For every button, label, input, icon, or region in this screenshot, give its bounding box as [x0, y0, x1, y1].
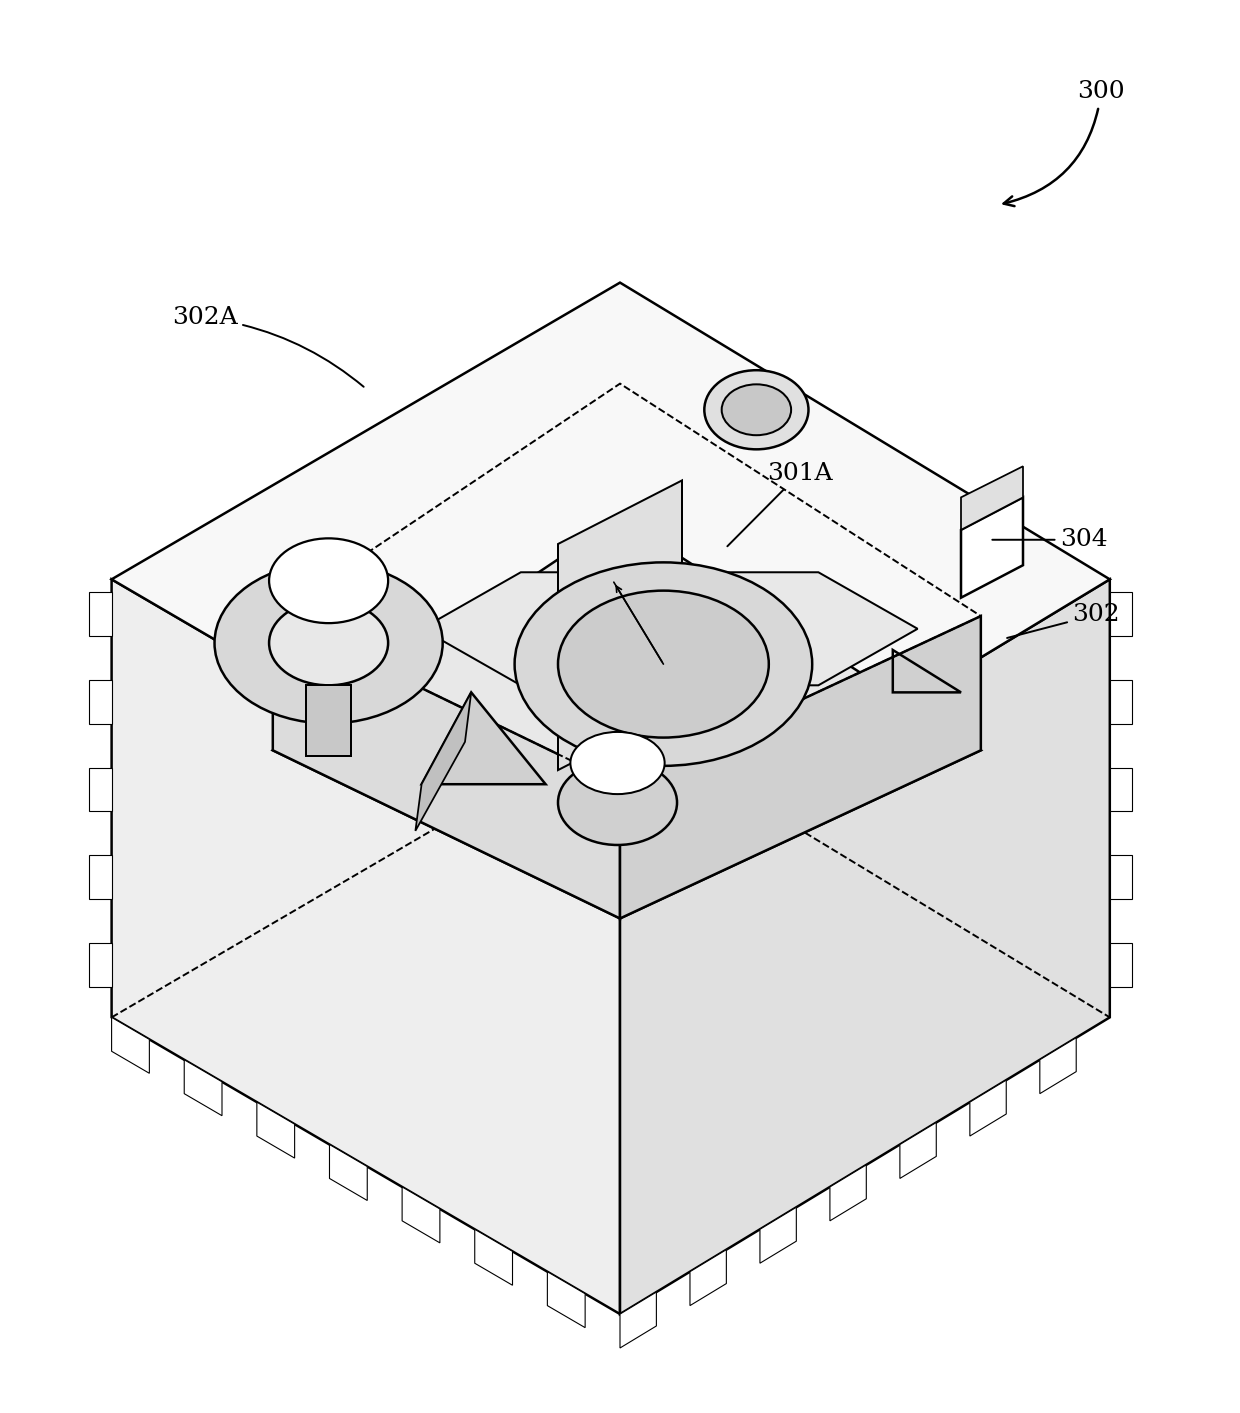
Ellipse shape	[269, 538, 388, 623]
Polygon shape	[1110, 942, 1132, 986]
Polygon shape	[689, 1249, 727, 1306]
Polygon shape	[1110, 855, 1132, 899]
Polygon shape	[1110, 767, 1132, 811]
Polygon shape	[415, 692, 471, 831]
Polygon shape	[89, 767, 112, 811]
Polygon shape	[89, 680, 112, 723]
Polygon shape	[558, 480, 682, 770]
Text: 304: 304	[992, 528, 1107, 551]
Polygon shape	[760, 1207, 796, 1263]
Polygon shape	[830, 1164, 867, 1221]
Ellipse shape	[704, 370, 808, 449]
Polygon shape	[112, 1017, 149, 1074]
Polygon shape	[89, 592, 112, 636]
Polygon shape	[112, 283, 1110, 876]
Polygon shape	[273, 519, 981, 918]
Polygon shape	[620, 616, 981, 918]
Polygon shape	[620, 579, 1110, 1314]
Polygon shape	[1110, 680, 1132, 723]
Polygon shape	[1040, 1037, 1076, 1094]
Ellipse shape	[269, 601, 388, 685]
Polygon shape	[330, 1145, 367, 1201]
Text: 302: 302	[1007, 603, 1120, 639]
Polygon shape	[306, 685, 351, 756]
Polygon shape	[620, 1291, 656, 1348]
Polygon shape	[422, 572, 918, 685]
Polygon shape	[1110, 592, 1132, 636]
Ellipse shape	[570, 732, 665, 794]
Polygon shape	[185, 1060, 222, 1116]
Ellipse shape	[558, 591, 769, 738]
Ellipse shape	[515, 562, 812, 766]
Polygon shape	[961, 466, 1023, 530]
Polygon shape	[89, 855, 112, 899]
Polygon shape	[970, 1080, 1006, 1136]
Polygon shape	[89, 942, 112, 986]
Polygon shape	[257, 1102, 295, 1159]
Polygon shape	[112, 579, 620, 1314]
Text: 300: 300	[1003, 81, 1125, 206]
Ellipse shape	[722, 384, 791, 435]
Polygon shape	[475, 1229, 512, 1286]
Polygon shape	[402, 1187, 440, 1243]
Polygon shape	[547, 1272, 585, 1328]
Polygon shape	[961, 497, 1023, 598]
Polygon shape	[900, 1122, 936, 1178]
Ellipse shape	[558, 760, 677, 845]
Text: 301A: 301A	[728, 462, 832, 547]
Ellipse shape	[215, 562, 443, 723]
Polygon shape	[422, 692, 546, 784]
Polygon shape	[273, 616, 620, 918]
Text: 302A: 302A	[171, 307, 363, 387]
